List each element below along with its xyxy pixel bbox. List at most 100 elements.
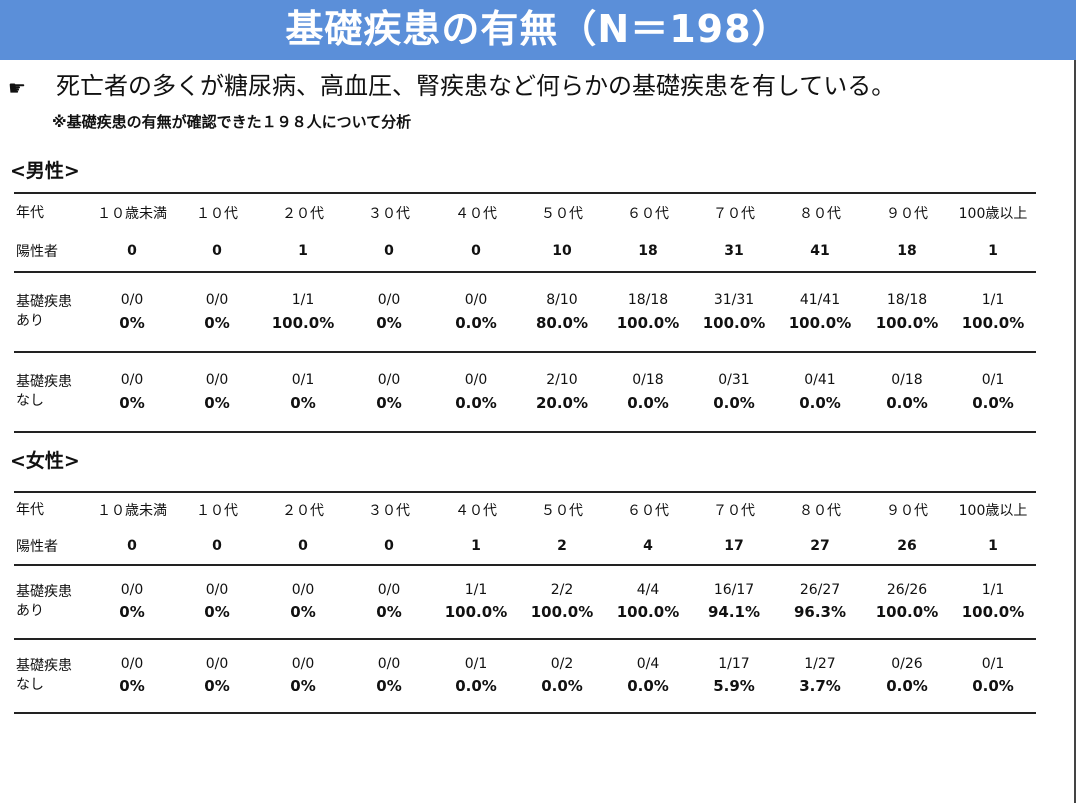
- male-with-percent-cell: 0%: [204, 314, 230, 332]
- male-with-percent-cell: 0.0%: [455, 314, 497, 332]
- female-with-percent-cell: 0%: [204, 603, 230, 621]
- male-with-fraction-cell: 1/1: [291, 292, 315, 308]
- female-top-rule: [14, 491, 1036, 493]
- male-bottom-rule: [14, 431, 1036, 433]
- female-positive-cell: 0: [212, 538, 222, 554]
- male-without-fraction-cell: 0/18: [891, 372, 923, 388]
- male-age-cell: ４０代: [455, 206, 497, 222]
- female-with-fraction-cell: 2/2: [550, 582, 574, 598]
- female-positive-cell: 0: [127, 538, 137, 554]
- male-positive-cell: 0: [471, 243, 481, 259]
- male-without-percent-cell: 0.0%: [972, 394, 1014, 412]
- female-with-fraction-cell: 0/0: [291, 582, 315, 598]
- female-without-fraction-cell: 0/26: [891, 656, 923, 672]
- male-without-fraction-cell: 0/0: [377, 372, 401, 388]
- female-age-cell: ９０代: [886, 503, 928, 519]
- male-without-label-2: なし: [16, 393, 44, 409]
- title-bar: [0, 0, 1076, 60]
- female-without-fraction-cell: 1/17: [718, 656, 750, 672]
- female-positive-cell: 4: [643, 538, 653, 554]
- female-with-percent-cell: 100.0%: [444, 603, 508, 621]
- female-age-cell: ６０代: [627, 503, 669, 519]
- female-positive-cell: 27: [810, 538, 830, 554]
- female-heading: <女性>: [10, 450, 80, 472]
- male-without-fraction-cell: 2/10: [546, 372, 578, 388]
- male-without-fraction-cell: 0/18: [632, 372, 664, 388]
- female-with-fraction-cell: 16/17: [713, 582, 755, 598]
- male-with-fraction-cell: 8/10: [546, 292, 578, 308]
- female-with-fraction-cell: 4/4: [636, 582, 660, 598]
- female-without-percent-cell: 0.0%: [541, 677, 583, 695]
- male-with-percent-cell: 0%: [119, 314, 145, 332]
- female-positive-cell: 17: [724, 538, 744, 554]
- female-with-percent-cell: 0%: [376, 603, 402, 621]
- male-without-percent-cell: 0.0%: [886, 394, 928, 412]
- male-with-percent-cell: 100.0%: [788, 314, 852, 332]
- female-with-percent-cell: 96.3%: [793, 603, 847, 621]
- pointing-hand-icon: ☛: [8, 76, 26, 100]
- female-with-fraction-cell: 26/27: [799, 582, 841, 598]
- female-with-fraction-cell: 1/1: [981, 582, 1005, 598]
- female-without-label-2: なし: [16, 677, 44, 693]
- male-without-percent-cell: 0.0%: [455, 394, 497, 412]
- male-without-percent-cell: 0%: [290, 394, 316, 412]
- male-with-percent-cell: 100.0%: [271, 314, 335, 332]
- male-age-cell: １０歳未満: [97, 206, 167, 222]
- female-rule-3: [14, 638, 1036, 640]
- female-without-fraction-cell: 0/0: [377, 656, 401, 672]
- male-with-percent-cell: 100.0%: [961, 314, 1025, 332]
- male-without-percent-cell: 0%: [376, 394, 402, 412]
- male-with-percent-cell: 0%: [376, 314, 402, 332]
- female-with-fraction-cell: 1/1: [464, 582, 488, 598]
- male-positive-cell: 18: [897, 243, 917, 259]
- male-without-fraction-cell: 0/1: [291, 372, 315, 388]
- female-without-percent-cell: 0.0%: [627, 677, 669, 695]
- male-without-fraction-cell: 0/0: [205, 372, 229, 388]
- female-without-percent-cell: 5.9%: [713, 677, 755, 695]
- female-with-fraction-cell: 0/0: [205, 582, 229, 598]
- female-with-fraction-cell: 0/0: [377, 582, 401, 598]
- female-positive-cell: 1: [471, 538, 481, 554]
- female-without-percent-cell: 0%: [376, 677, 402, 695]
- male-with-percent-cell: 100.0%: [875, 314, 939, 332]
- female-without-percent-cell: 0.0%: [972, 677, 1014, 695]
- male-without-percent-cell: 0%: [119, 394, 145, 412]
- male-without-fraction-cell: 0/0: [464, 372, 488, 388]
- male-with-percent-cell: 80.0%: [535, 314, 589, 332]
- male-without-percent-cell: 0.0%: [627, 394, 669, 412]
- male-positive-cell: 31: [724, 243, 744, 259]
- male-with-fraction-cell: 18/18: [886, 292, 928, 308]
- female-without-percent-cell: 0%: [119, 677, 145, 695]
- male-with-fraction-cell: 0/0: [205, 292, 229, 308]
- male-positive-cell: 41: [810, 243, 830, 259]
- female-with-percent-cell: 100.0%: [961, 603, 1025, 621]
- female-with-fraction-cell: 26/26: [886, 582, 928, 598]
- male-positive-cell: 0: [384, 243, 394, 259]
- female-with-percent-cell: 100.0%: [616, 603, 680, 621]
- female-without-fraction-cell: 0/1: [464, 656, 488, 672]
- male-without-fraction-cell: 0/41: [804, 372, 836, 388]
- female-with-percent-cell: 0%: [290, 603, 316, 621]
- male-without-fraction-cell: 0/31: [718, 372, 750, 388]
- female-with-label-1: 基礎疾患: [16, 584, 72, 600]
- female-without-fraction-cell: 0/0: [120, 656, 144, 672]
- male-with-fraction-cell: 0/0: [120, 292, 144, 308]
- female-rule-2: [14, 564, 1036, 566]
- female-without-fraction-cell: 1/27: [804, 656, 836, 672]
- female-without-fraction-cell: 0/2: [550, 656, 574, 672]
- female-with-percent-cell: 0%: [119, 603, 145, 621]
- female-age-cell: ２０代: [282, 503, 324, 519]
- male-heading: <男性>: [10, 160, 80, 182]
- male-without-percent-cell: 0.0%: [713, 394, 755, 412]
- male-positive-cell: 0: [212, 243, 222, 259]
- male-age-cell: １０代: [196, 206, 238, 222]
- page-title: 基礎疾患の有無（N＝198）: [285, 7, 791, 51]
- male-with-label-1: 基礎疾患: [16, 294, 72, 310]
- female-with-label-2: あり: [16, 603, 44, 619]
- male-with-fraction-cell: 31/31: [713, 292, 755, 308]
- female-without-fraction-cell: 0/4: [636, 656, 660, 672]
- male-age-cell: ７０代: [713, 206, 755, 222]
- male-age-cell: ５０代: [541, 206, 583, 222]
- male-without-percent-cell: 0%: [204, 394, 230, 412]
- female-age-cell: ８０代: [799, 503, 841, 519]
